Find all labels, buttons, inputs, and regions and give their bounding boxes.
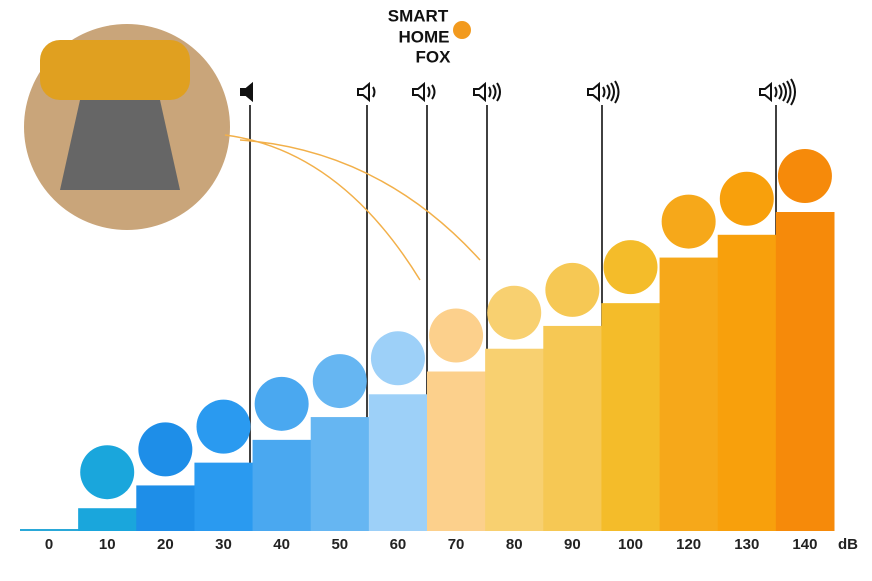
bar bbox=[601, 303, 661, 531]
icon bbox=[719, 171, 774, 226]
bar bbox=[717, 234, 777, 532]
fox-icon bbox=[453, 21, 471, 39]
vacuum-handle bbox=[60, 100, 180, 190]
speaker bbox=[759, 78, 796, 106]
logo-text: FOX bbox=[416, 47, 452, 66]
x-tick-label: 40 bbox=[273, 536, 290, 553]
icon bbox=[196, 399, 251, 454]
x-tick-label: 10 bbox=[99, 536, 116, 553]
speaker bbox=[587, 80, 620, 104]
x-tick-label: 70 bbox=[448, 536, 465, 553]
icon bbox=[80, 445, 135, 500]
vacuum-body bbox=[40, 40, 190, 100]
speaker bbox=[357, 81, 376, 103]
x-tick-label: 50 bbox=[331, 536, 348, 553]
bar bbox=[543, 325, 602, 531]
bar bbox=[427, 371, 486, 531]
x-tick-label: 30 bbox=[215, 536, 232, 553]
icon bbox=[370, 331, 425, 386]
photo bbox=[24, 24, 230, 230]
bar bbox=[78, 508, 137, 531]
bar bbox=[20, 529, 79, 531]
x-tick-label: 100 bbox=[618, 536, 643, 553]
bar bbox=[659, 257, 719, 531]
icon bbox=[545, 262, 600, 317]
bar bbox=[252, 439, 312, 531]
bar bbox=[368, 394, 428, 531]
x-tick-label: 130 bbox=[734, 536, 759, 553]
logo-text: SMART bbox=[388, 6, 449, 25]
bar bbox=[775, 212, 835, 531]
bar bbox=[136, 485, 195, 531]
icon bbox=[312, 354, 367, 409]
icon bbox=[138, 422, 193, 477]
speaker bbox=[412, 81, 436, 103]
x-tick-label: 140 bbox=[792, 536, 817, 553]
x-tick-label: 0 bbox=[45, 536, 53, 553]
x-tick-label: 60 bbox=[390, 536, 407, 553]
icon bbox=[254, 376, 309, 431]
x-axis-label: dB bbox=[838, 536, 858, 553]
icon bbox=[777, 149, 832, 203]
icon bbox=[429, 308, 484, 363]
x-tick-label: 20 bbox=[157, 536, 174, 553]
x-tick-label: 90 bbox=[564, 536, 581, 553]
arrow bbox=[224, 134, 481, 281]
x-tick-label: 120 bbox=[676, 536, 701, 553]
bar bbox=[194, 462, 254, 531]
speaker-icons bbox=[240, 78, 796, 106]
icon bbox=[487, 285, 542, 340]
x-tick-label: 80 bbox=[506, 536, 523, 553]
speaker bbox=[240, 81, 253, 103]
bar bbox=[310, 417, 370, 531]
icon bbox=[603, 240, 658, 295]
bar bbox=[485, 348, 544, 531]
speaker bbox=[473, 81, 501, 103]
icon bbox=[661, 194, 716, 249]
logo-text: HOME bbox=[399, 27, 450, 46]
